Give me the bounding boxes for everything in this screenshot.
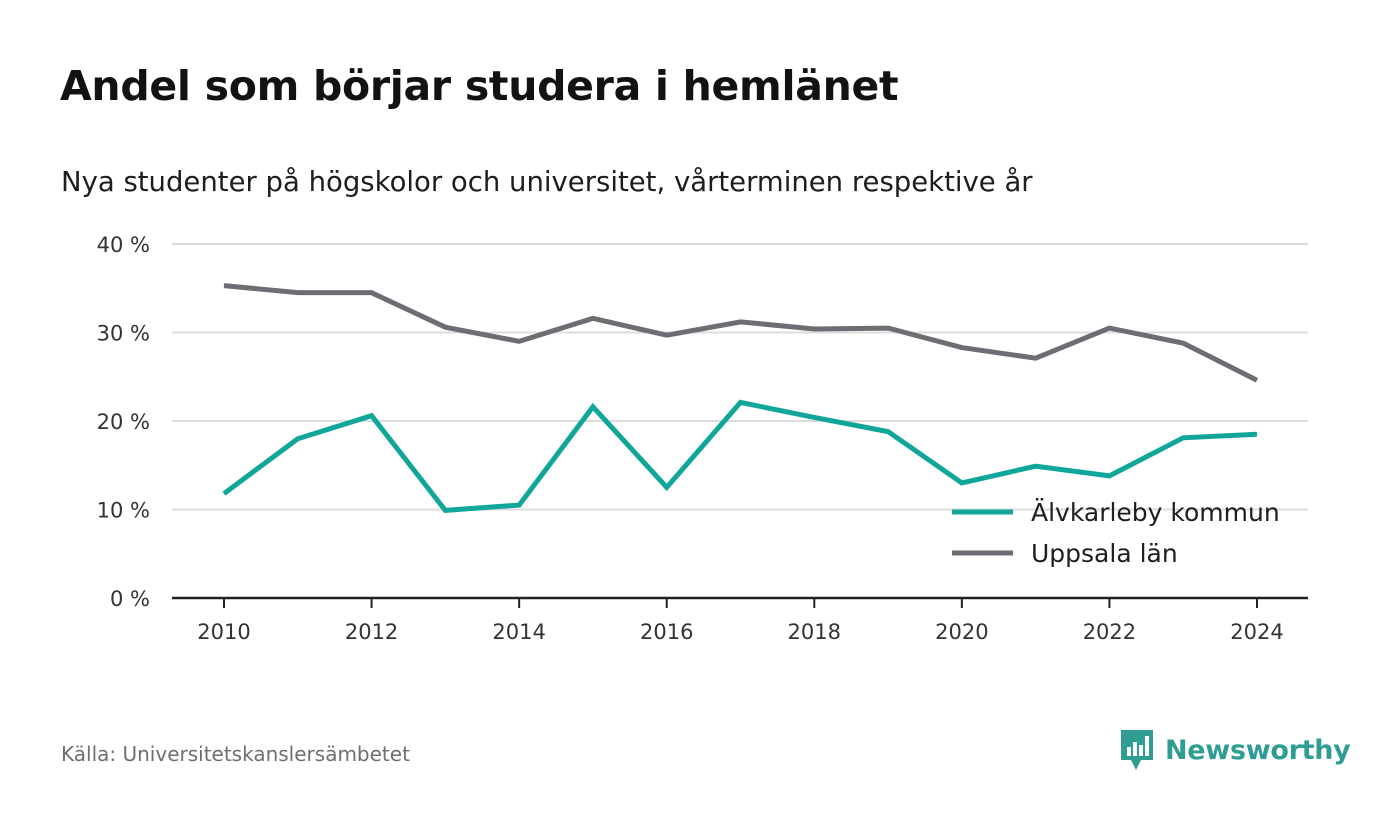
- x-tick-label: 2010: [197, 620, 250, 644]
- x-tick-label: 2024: [1230, 620, 1283, 644]
- y-tick-label: 40 %: [97, 233, 150, 257]
- series-line-uppsala-l-n: [223, 283, 1259, 383]
- y-tick-label: 30 %: [97, 322, 150, 346]
- y-tick-label: 0 %: [110, 587, 150, 611]
- newsworthy-logo-icon: [1121, 730, 1153, 770]
- legend-label: Älvkarleby kommun: [1031, 498, 1280, 527]
- y-tick-label: 20 %: [97, 410, 150, 434]
- series-lines: [222, 283, 1259, 513]
- x-tick-label: 2016: [640, 620, 693, 644]
- source-note: Källa: Universitetskanslersämbetet: [61, 742, 410, 766]
- x-tick-label: 2018: [788, 620, 841, 644]
- x-axis-ticks: 2010 2012 2014 2016 2018 2020 2022 2024: [197, 598, 1284, 644]
- x-tick-label: 2020: [935, 620, 988, 644]
- legend: Älvkarleby kommun Uppsala län: [952, 498, 1280, 568]
- x-tick-label: 2014: [492, 620, 545, 644]
- chart-title: Andel som börjar studera i hemlänet: [60, 62, 899, 110]
- x-tick-label: 2012: [345, 620, 398, 644]
- newsworthy-logo-text: Newsworthy: [1165, 734, 1351, 766]
- gridlines: [172, 243, 1308, 511]
- legend-label: Uppsala län: [1031, 539, 1178, 568]
- y-axis-ticks: 0 % 10 % 20 % 30 % 40 %: [97, 233, 150, 611]
- chart-subtitle: Nya studenter på högskolor och universit…: [61, 166, 1033, 198]
- newsworthy-logo: Newsworthy: [1119, 728, 1351, 772]
- y-tick-label: 10 %: [97, 499, 150, 523]
- series-line-lvkarleby-kommun: [222, 399, 1258, 513]
- x-tick-label: 2022: [1083, 620, 1136, 644]
